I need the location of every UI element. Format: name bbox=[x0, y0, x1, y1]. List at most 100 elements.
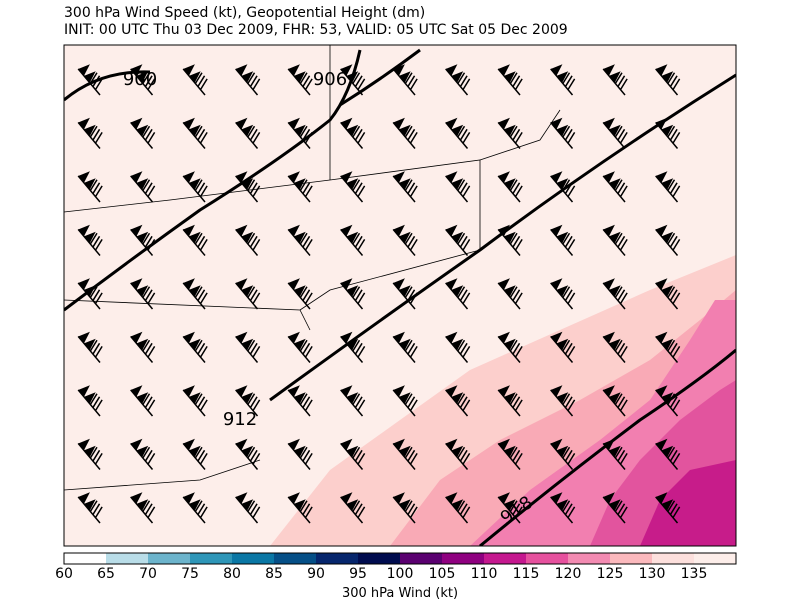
height-contour bbox=[479, 348, 736, 546]
wind-barb bbox=[130, 64, 156, 96]
wind-barb bbox=[655, 438, 681, 470]
wind-barb bbox=[550, 278, 576, 310]
wind-barb bbox=[602, 385, 628, 417]
colorbar-tick: 75 bbox=[181, 566, 199, 582]
wind-barb bbox=[182, 278, 208, 310]
wind-barb bbox=[77, 64, 103, 96]
wind-barb bbox=[655, 64, 681, 96]
colorbar-segment bbox=[106, 553, 148, 564]
wind-barb bbox=[235, 331, 261, 363]
shading-105kt bbox=[640, 460, 736, 546]
wind-barb bbox=[340, 224, 366, 256]
wind-barb bbox=[602, 278, 628, 310]
wind-barb bbox=[287, 278, 313, 310]
wind-barb bbox=[497, 117, 523, 149]
wind-barb bbox=[235, 224, 261, 256]
colorbar-segment bbox=[400, 553, 442, 564]
wind-barb bbox=[77, 224, 103, 256]
contour-label: 900 bbox=[123, 69, 157, 90]
colorbar-tick: 80 bbox=[223, 566, 241, 582]
wind-barb bbox=[392, 117, 418, 149]
wind-barb bbox=[550, 385, 576, 417]
wind-barb bbox=[130, 438, 156, 470]
wind-barb bbox=[287, 385, 313, 417]
wind-barb bbox=[340, 64, 366, 96]
wind-barb bbox=[340, 438, 366, 470]
colorbar-segment bbox=[484, 553, 526, 564]
wind-barb bbox=[287, 438, 313, 470]
wind-barb bbox=[235, 385, 261, 417]
wind-barb bbox=[130, 385, 156, 417]
wind-barb bbox=[445, 438, 471, 470]
wind-barb bbox=[550, 171, 576, 203]
colorbar-segment bbox=[442, 553, 484, 564]
wind-barb bbox=[550, 224, 576, 256]
wind-barb bbox=[392, 278, 418, 310]
colorbar-tick: 120 bbox=[554, 566, 582, 582]
wind-barb bbox=[77, 171, 103, 203]
wind-barb bbox=[445, 385, 471, 417]
colorbar-tick: 65 bbox=[97, 566, 115, 582]
wind-barb bbox=[182, 438, 208, 470]
wind-barb bbox=[655, 117, 681, 149]
wind-barb bbox=[235, 171, 261, 203]
wind-barb bbox=[340, 117, 366, 149]
colorbar-tick: 125 bbox=[596, 566, 624, 582]
wind-barb bbox=[550, 492, 576, 524]
wind-barb bbox=[235, 64, 261, 96]
colorbar-tick: 70 bbox=[139, 566, 157, 582]
wind-barb bbox=[182, 64, 208, 96]
colorbar-segment bbox=[148, 553, 190, 564]
wind-barb bbox=[130, 331, 156, 363]
wind-barb bbox=[602, 64, 628, 96]
colorbar-segment bbox=[232, 553, 274, 564]
wind-barb bbox=[130, 171, 156, 203]
wind-barb bbox=[497, 64, 523, 96]
colorbar-segment bbox=[526, 553, 568, 564]
wind-barb bbox=[130, 278, 156, 310]
wind-barb bbox=[235, 278, 261, 310]
wind-barb bbox=[130, 117, 156, 149]
colorbar-tick: 85 bbox=[265, 566, 283, 582]
colorbar-segment bbox=[652, 553, 694, 564]
wind-barb bbox=[130, 224, 156, 256]
wind-barb bbox=[602, 171, 628, 203]
wind-barb bbox=[602, 438, 628, 470]
height-contour bbox=[64, 70, 151, 102]
colorbar-tick: 135 bbox=[680, 566, 708, 582]
colorbar-tick: 130 bbox=[638, 566, 666, 582]
height-contour bbox=[339, 48, 421, 107]
colorbar-segment bbox=[610, 553, 652, 564]
colorbar-tick: 110 bbox=[470, 566, 498, 582]
wind-barb bbox=[182, 117, 208, 149]
colorbar-frame bbox=[63, 552, 737, 565]
wind-barb bbox=[77, 331, 103, 363]
wind-barb bbox=[77, 117, 103, 149]
wind-barb bbox=[287, 492, 313, 524]
wind-barb bbox=[602, 117, 628, 149]
wind-barb bbox=[550, 438, 576, 470]
wind-barb bbox=[392, 224, 418, 256]
wind-barb bbox=[655, 224, 681, 256]
wind-barb bbox=[235, 438, 261, 470]
wind-barb bbox=[182, 331, 208, 363]
wind-barb bbox=[77, 438, 103, 470]
wind-barb bbox=[497, 385, 523, 417]
wind-barb bbox=[655, 385, 681, 417]
wind-barb bbox=[602, 224, 628, 256]
wind-barb bbox=[497, 331, 523, 363]
wind-barb bbox=[445, 492, 471, 524]
wind-barb bbox=[550, 331, 576, 363]
state-borders bbox=[64, 45, 561, 491]
wind-barb bbox=[392, 171, 418, 203]
wind-barb bbox=[235, 492, 261, 524]
wind-barb bbox=[550, 117, 576, 149]
wind-barb bbox=[655, 331, 681, 363]
wind-barb bbox=[182, 492, 208, 524]
colorbar-segment bbox=[358, 553, 400, 564]
wind-barb bbox=[182, 224, 208, 256]
wind-barb bbox=[287, 224, 313, 256]
wind-barb bbox=[602, 492, 628, 524]
colorbar-tick: 90 bbox=[307, 566, 325, 582]
wind-barb bbox=[445, 64, 471, 96]
